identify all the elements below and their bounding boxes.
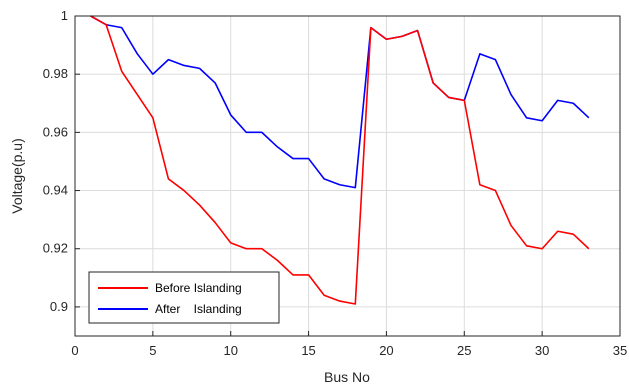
grid-layer xyxy=(75,15,620,336)
plot-frame xyxy=(74,15,621,337)
x-tick-label: 15 xyxy=(301,343,315,358)
y-axis-title: Voltage(p.u) xyxy=(9,138,25,214)
legend-label-after: After Islanding xyxy=(155,302,242,316)
legend: Before Islanding After Islanding xyxy=(88,271,280,324)
legend-label-before: Before Islanding xyxy=(155,281,242,295)
x-tick-label: 5 xyxy=(149,343,156,358)
series-line-before-islanding xyxy=(90,15,590,305)
y-tick-label: 0.9 xyxy=(50,299,68,314)
legend-box xyxy=(88,271,280,324)
x-tick-label: 20 xyxy=(379,343,393,358)
y-tick-label: 0.92 xyxy=(43,241,68,256)
x-tick-label: 35 xyxy=(613,343,627,358)
y-tick-label: 0.96 xyxy=(43,124,68,139)
x-tick-label: 25 xyxy=(457,343,471,358)
x-tick-label: 0 xyxy=(71,343,78,358)
x-tick-label: 30 xyxy=(535,343,549,358)
y-tick-label: 0.98 xyxy=(43,66,68,81)
x-axis-title: Bus No xyxy=(324,369,370,385)
series-layer xyxy=(90,15,590,305)
tick-layer: 0 5 10 15 20 25 30 35 0.9 0.92 0.94 0.96 0.98 1 xyxy=(43,8,628,358)
y-tick-label: 0.94 xyxy=(43,183,68,198)
x-tick-label: 10 xyxy=(223,343,237,358)
series-line-after-islanding xyxy=(90,15,590,189)
y-tick-label: 1 xyxy=(61,8,68,23)
